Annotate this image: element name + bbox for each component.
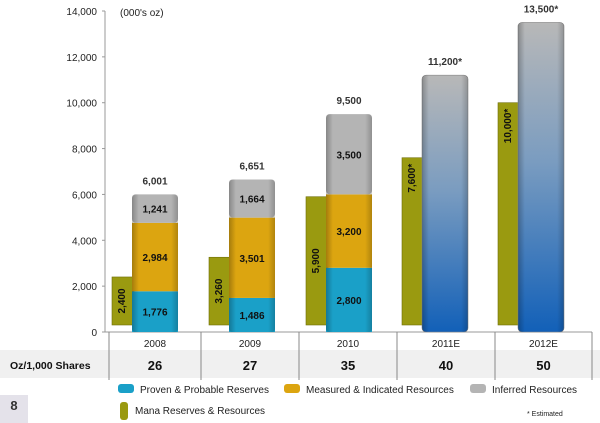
- mana-value-label: 5,900: [311, 248, 322, 273]
- page-number: 8: [0, 395, 28, 423]
- mana-value-label: 10,000*: [503, 109, 514, 144]
- mana-value-label: 3,260: [214, 278, 225, 303]
- category-label: 2010: [337, 339, 360, 350]
- segment-value-label: 1,486: [239, 311, 264, 322]
- table-row-label: Oz/1,000 Shares: [10, 360, 91, 372]
- bar-shading: [422, 75, 468, 332]
- category-label: 2012E: [529, 339, 558, 350]
- mana-value-label: 2,400: [117, 288, 128, 313]
- total-label: 6,651: [239, 162, 264, 173]
- segment-value-label: 1,776: [142, 308, 167, 319]
- category-label: 2011E: [432, 339, 461, 350]
- category-label: 2009: [239, 339, 262, 350]
- segment-value-label: 2,984: [142, 253, 167, 264]
- y-tick-label: 0: [91, 328, 97, 339]
- y-tick-label: 6,000: [72, 190, 97, 201]
- legend-label: Inferred Resources: [492, 385, 577, 396]
- segment-value-label: 2,800: [336, 296, 361, 307]
- total-label: 13,500*: [524, 4, 559, 15]
- segment-value-label: 1,241: [142, 205, 167, 216]
- table-band: [0, 350, 600, 378]
- total-label: 9,500: [336, 96, 361, 107]
- y-tick-label: 8,000: [72, 145, 97, 156]
- oz-per-shares-value: 50: [536, 358, 550, 373]
- bar-shading: [229, 179, 275, 332]
- legend-label: Measured & Indicated Resources: [306, 385, 454, 396]
- mana-value-label: 7,600*: [407, 164, 418, 193]
- oz-per-shares-value: 35: [341, 358, 355, 373]
- y-tick-label: 2,000: [72, 282, 97, 293]
- bar-shading: [326, 114, 372, 332]
- legend-swatch: [120, 402, 128, 420]
- unit-label: (000's oz): [120, 8, 164, 19]
- legend-label: Proven & Probable Reserves: [140, 385, 269, 396]
- bar-shading: [518, 22, 564, 332]
- legend-swatch: [118, 384, 134, 393]
- y-tick-label: 4,000: [72, 236, 97, 247]
- y-tick-label: 10,000: [66, 99, 97, 110]
- legend-label: Mana Reserves & Resources: [135, 406, 265, 417]
- oz-per-shares-value: 40: [439, 358, 453, 373]
- footnote: * Estimated: [527, 411, 563, 418]
- total-label: 6,001: [142, 176, 167, 187]
- legend-swatch: [470, 384, 486, 393]
- y-tick-label: 14,000: [66, 7, 97, 18]
- category-label: 2008: [144, 339, 167, 350]
- total-label: 11,200*: [428, 57, 462, 68]
- oz-per-shares-value: 26: [148, 358, 162, 373]
- segment-value-label: 3,500: [336, 150, 361, 161]
- segment-value-label: 3,200: [336, 227, 361, 238]
- legend-swatch: [284, 384, 300, 393]
- oz-per-shares-value: 27: [243, 358, 257, 373]
- bar-shading: [132, 194, 178, 332]
- segment-value-label: 3,501: [239, 254, 264, 265]
- y-tick-label: 12,000: [66, 53, 97, 64]
- segment-value-label: 1,664: [239, 195, 264, 206]
